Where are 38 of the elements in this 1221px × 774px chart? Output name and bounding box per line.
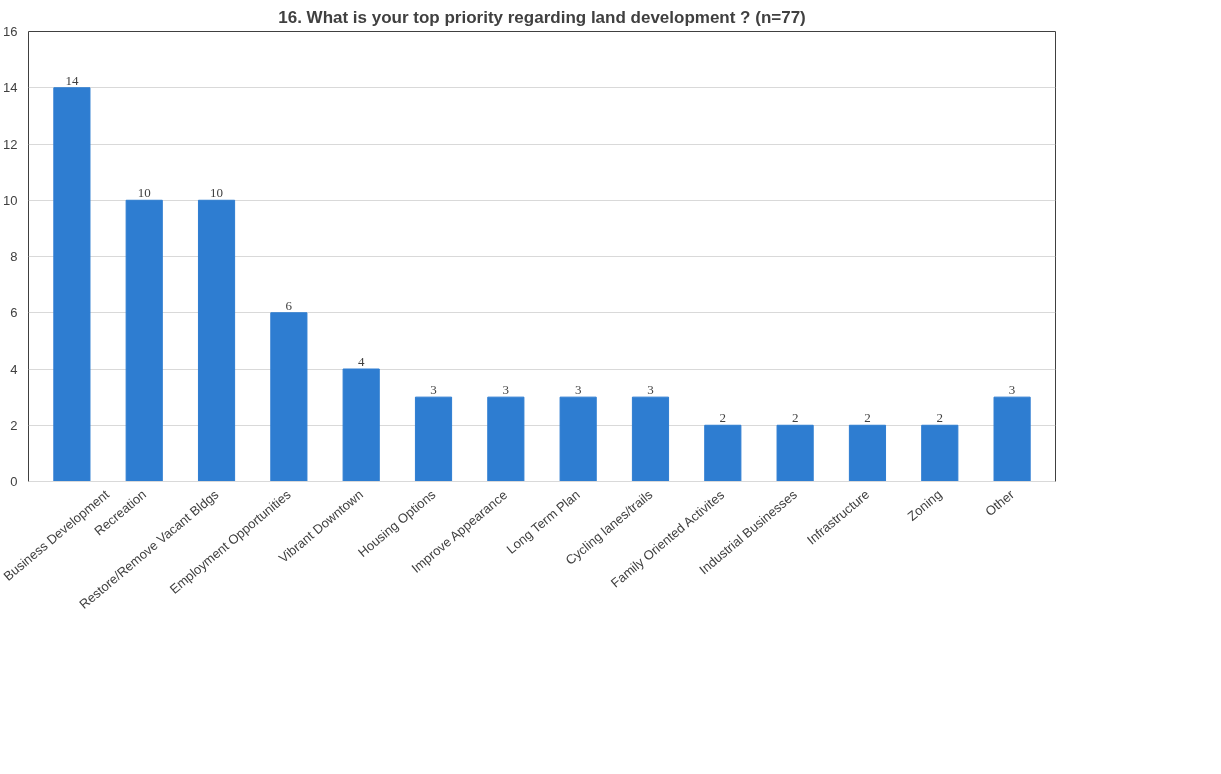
data-label: 14 (65, 72, 79, 88)
data-label: 2 (936, 410, 944, 426)
bar (776, 424, 814, 482)
data-label: 3 (430, 382, 437, 398)
bar (921, 424, 959, 482)
y-tick-label: 0 (10, 474, 18, 489)
data-label: 2 (719, 410, 727, 426)
data-label: 3 (1008, 382, 1016, 398)
y-tick-label: 4 (10, 361, 18, 377)
bar (414, 396, 453, 482)
bar (53, 87, 91, 482)
y-tick-label: 6 (10, 305, 18, 321)
bar (197, 199, 236, 482)
y-tick-label: 10 (3, 192, 18, 208)
chart-title: 16. What is your top priority regarding land development ? (n=77) (278, 7, 806, 27)
data-label: 3 (502, 382, 510, 398)
y-tick-label: 14 (3, 80, 18, 96)
bar (487, 396, 525, 482)
data-label: 3 (647, 382, 654, 398)
bar (848, 424, 887, 482)
bar (342, 368, 380, 482)
data-label: 4 (357, 354, 365, 369)
y-tick-label: 2 (10, 417, 18, 433)
bar (704, 424, 742, 482)
y-tick-label: 8 (10, 249, 18, 264)
data-label: 2 (791, 410, 799, 426)
bar (270, 312, 308, 482)
data-label: 6 (285, 297, 293, 313)
y-tick-label: 16 (3, 24, 18, 39)
data-label: 3 (574, 382, 582, 398)
data-label: 10 (137, 185, 151, 201)
bar (559, 396, 597, 482)
y-tick-label: 12 (3, 136, 18, 152)
data-label: 2 (864, 410, 871, 426)
bar (993, 396, 1031, 482)
bar (125, 199, 163, 482)
bar (631, 396, 670, 482)
data-label: 10 (210, 185, 224, 201)
